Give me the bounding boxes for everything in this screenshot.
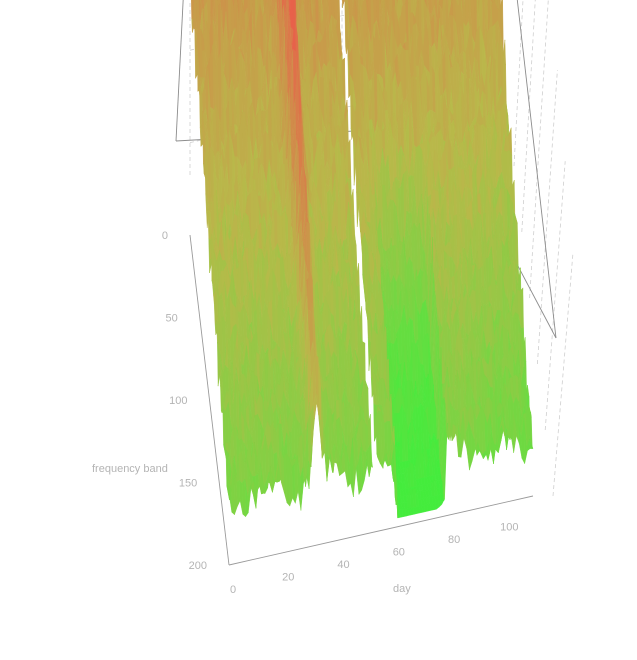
chart-surface — [191, 0, 534, 519]
surface-facet — [367, 311, 372, 344]
grid-line — [537, 69, 558, 365]
grid-line — [552, 252, 574, 497]
surface-facet — [342, 0, 345, 8]
surface-facet — [342, 0, 345, 5]
grid-line — [544, 161, 566, 431]
grid-line — [513, 0, 524, 167]
box-edge-right-front — [516, 0, 557, 339]
grid-line — [529, 0, 549, 299]
grid-line — [521, 0, 536, 233]
box-edge-left — [175, 0, 184, 142]
